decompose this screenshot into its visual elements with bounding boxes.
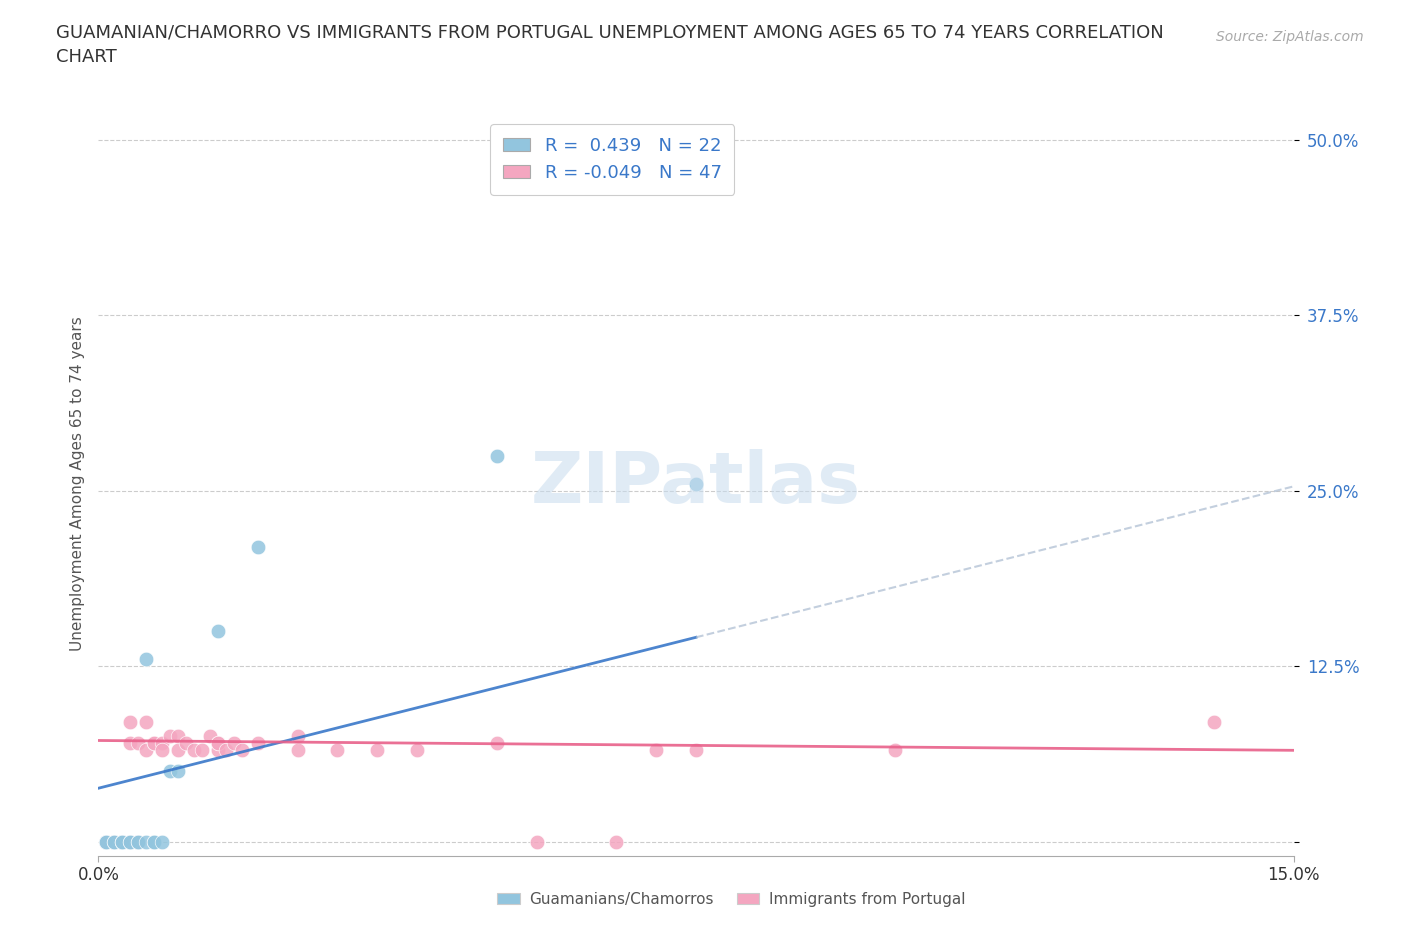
Point — [207, 736, 229, 751]
Point — [103, 834, 125, 849]
Point — [231, 743, 253, 758]
Point — [485, 736, 508, 751]
Point — [111, 834, 134, 849]
Point — [685, 476, 707, 491]
Point — [246, 539, 269, 554]
Point — [96, 834, 118, 849]
Point — [103, 834, 125, 849]
Point — [222, 736, 245, 751]
Text: GUAMANIAN/CHAMORRO VS IMMIGRANTS FROM PORTUGAL UNEMPLOYMENT AMONG AGES 65 TO 74 : GUAMANIAN/CHAMORRO VS IMMIGRANTS FROM PO… — [56, 23, 1164, 41]
Legend: Guamanians/Chamorros, Immigrants from Portugal: Guamanians/Chamorros, Immigrants from Po… — [491, 886, 972, 913]
Point — [167, 743, 190, 758]
Point — [406, 743, 429, 758]
Point — [127, 736, 149, 751]
Point — [150, 743, 173, 758]
Text: CHART: CHART — [56, 48, 117, 66]
Point — [127, 834, 149, 849]
Point — [103, 834, 125, 849]
Point — [191, 743, 214, 758]
Point — [645, 743, 668, 758]
Point — [143, 736, 166, 751]
Point — [198, 729, 221, 744]
Point — [111, 834, 134, 849]
Point — [127, 834, 149, 849]
Point — [120, 834, 142, 849]
Point — [174, 736, 197, 751]
Point — [111, 834, 134, 849]
Point — [366, 743, 388, 758]
Text: ZIPatlas: ZIPatlas — [531, 449, 860, 518]
Y-axis label: Unemployment Among Ages 65 to 74 years: Unemployment Among Ages 65 to 74 years — [69, 316, 84, 651]
Point — [120, 834, 142, 849]
Point — [96, 834, 118, 849]
Point — [127, 834, 149, 849]
Point — [135, 652, 157, 667]
Point — [287, 729, 309, 744]
Point — [1202, 715, 1225, 730]
Point — [111, 834, 134, 849]
Point — [685, 743, 707, 758]
Point — [120, 834, 142, 849]
Point — [526, 834, 548, 849]
Legend: R =  0.439   N = 22, R = -0.049   N = 47: R = 0.439 N = 22, R = -0.049 N = 47 — [491, 125, 734, 194]
Point — [120, 736, 142, 751]
Point — [143, 834, 166, 849]
Point — [96, 834, 118, 849]
Point — [215, 743, 238, 758]
Point — [150, 736, 173, 751]
Point — [135, 834, 157, 849]
Point — [207, 743, 229, 758]
Point — [287, 743, 309, 758]
Point — [143, 834, 166, 849]
Point — [135, 743, 157, 758]
Point — [485, 448, 508, 463]
Point — [150, 834, 173, 849]
Point — [111, 834, 134, 849]
Point — [120, 715, 142, 730]
Point — [884, 743, 907, 758]
Point — [96, 834, 118, 849]
Point — [159, 729, 181, 744]
Point — [103, 834, 125, 849]
Point — [246, 736, 269, 751]
Point — [183, 743, 205, 758]
Point — [127, 834, 149, 849]
Point — [605, 834, 627, 849]
Point — [326, 743, 349, 758]
Point — [207, 736, 229, 751]
Text: Source: ZipAtlas.com: Source: ZipAtlas.com — [1216, 30, 1364, 44]
Point — [96, 834, 118, 849]
Point — [167, 729, 190, 744]
Point — [103, 834, 125, 849]
Point — [111, 834, 134, 849]
Point — [135, 715, 157, 730]
Point — [167, 764, 190, 778]
Point — [207, 623, 229, 638]
Point — [143, 736, 166, 751]
Point — [159, 764, 181, 778]
